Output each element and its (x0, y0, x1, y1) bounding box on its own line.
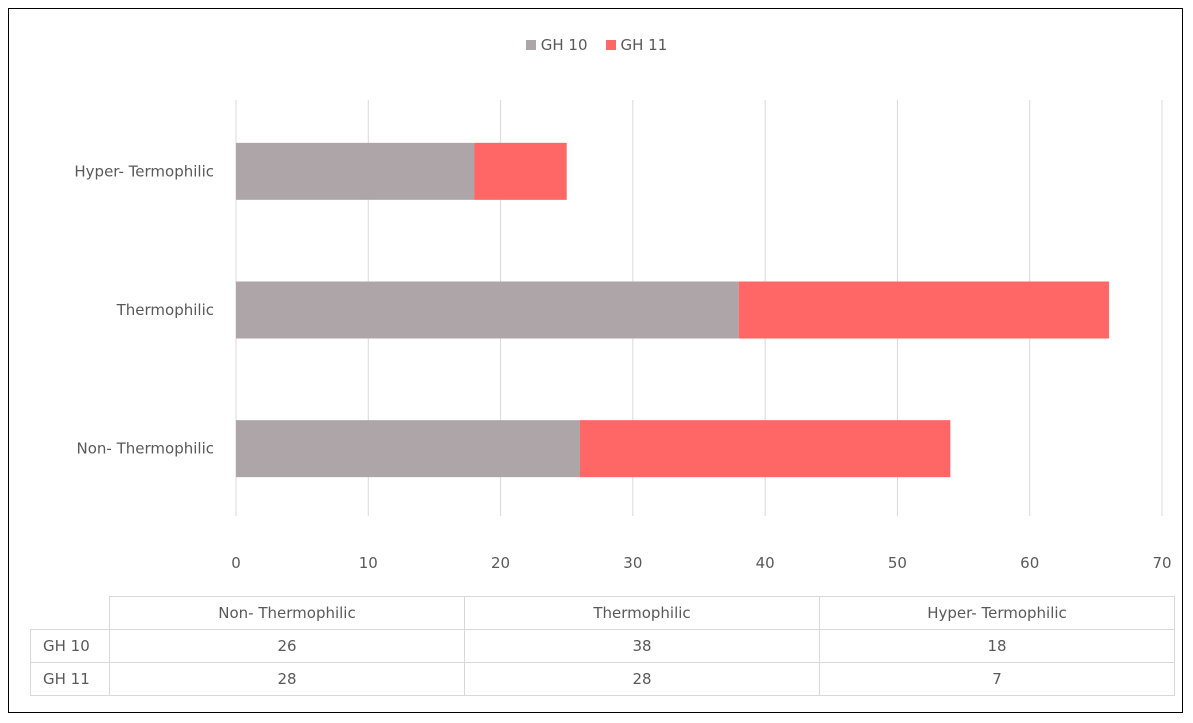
table-cell: 28 (109, 662, 465, 696)
bar-segment (579, 420, 951, 478)
table-cell: 26 (109, 629, 465, 663)
chart-legend: GH 10 GH 11 (0, 36, 1193, 54)
table-cell: 18 (819, 629, 1175, 663)
table-header-cell: Thermophilic (464, 596, 820, 630)
x-tick-label: 40 (756, 554, 775, 572)
bar-segment (236, 142, 475, 200)
table-row-label: GH 10 (30, 629, 110, 663)
table-cell: 38 (464, 629, 820, 663)
legend-swatch-gh11 (605, 40, 616, 50)
chart-frame (8, 8, 1183, 713)
bar-segment (474, 142, 567, 200)
legend-label-gh11: GH 11 (620, 36, 668, 54)
legend-item-gh11: GH 11 (605, 36, 668, 54)
x-tick-label: 60 (1020, 554, 1039, 572)
table-cell: 28 (464, 662, 820, 696)
bar-segment (236, 420, 580, 478)
table-row: GH 10 26 38 18 (30, 629, 1175, 663)
category-label: Hyper- Termophilic (74, 162, 214, 180)
x-tick-label: 0 (231, 554, 241, 572)
legend-item-gh10: GH 10 (525, 36, 588, 54)
x-tick-label: 30 (623, 554, 642, 572)
table-corner-cell (30, 596, 110, 630)
table-row: GH 11 28 28 7 (30, 662, 1175, 696)
x-tick-label: 20 (491, 554, 510, 572)
table-header-cell: Hyper- Termophilic (819, 596, 1175, 630)
category-label: Thermophilic (116, 301, 214, 319)
table-header-row: Non- Thermophilic Thermophilic Hyper- Te… (30, 596, 1175, 630)
legend-label-gh10: GH 10 (540, 36, 588, 54)
table-header-cell: Non- Thermophilic (109, 596, 465, 630)
x-tick-label: 50 (888, 554, 907, 572)
data-table: Non- Thermophilic Thermophilic Hyper- Te… (30, 596, 1175, 696)
category-label: Non- Thermophilic (77, 440, 214, 458)
bar-segment (738, 281, 1110, 339)
x-tick-label: 70 (1152, 554, 1171, 572)
table-row-label: GH 11 (30, 662, 110, 696)
bar-segment (236, 281, 739, 339)
table-cell: 7 (819, 662, 1175, 696)
x-tick-label: 10 (359, 554, 378, 572)
legend-swatch-gh10 (525, 40, 536, 50)
